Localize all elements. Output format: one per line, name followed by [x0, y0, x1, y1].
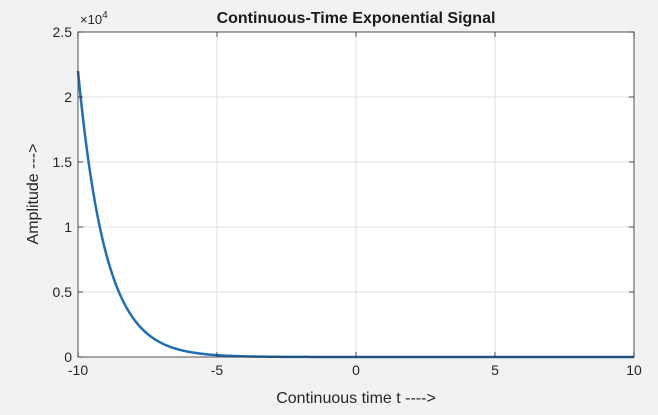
axis-ticks: -10 -5 0 5 10 0 0.5 1 1.5 2 2.5	[53, 24, 642, 378]
grid-lines	[78, 32, 634, 357]
x-tick-label: -5	[211, 362, 224, 378]
x-tick-label: 10	[626, 362, 642, 378]
y-tick-label: 1	[64, 219, 72, 235]
y-axis-label: Amplitude --->	[25, 144, 42, 245]
y-axis-exponent-base: ×10	[80, 12, 102, 27]
y-axis-exponent: ×104	[80, 10, 108, 27]
x-axis-label: Continuous time t ---->	[276, 390, 436, 407]
y-tick-label: 2	[64, 89, 72, 105]
y-tick-label: 0	[64, 349, 72, 365]
x-tick-label: -10	[68, 362, 88, 378]
y-tick-label: 2.5	[53, 24, 73, 40]
x-tick-label: 5	[491, 362, 499, 378]
chart-title: Continuous-Time Exponential Signal	[217, 10, 496, 27]
y-tick-label: 1.5	[53, 154, 73, 170]
y-axis-exponent-power: 4	[102, 10, 108, 21]
x-tick-label: 0	[352, 362, 360, 378]
y-tick-label: 0.5	[53, 284, 73, 300]
